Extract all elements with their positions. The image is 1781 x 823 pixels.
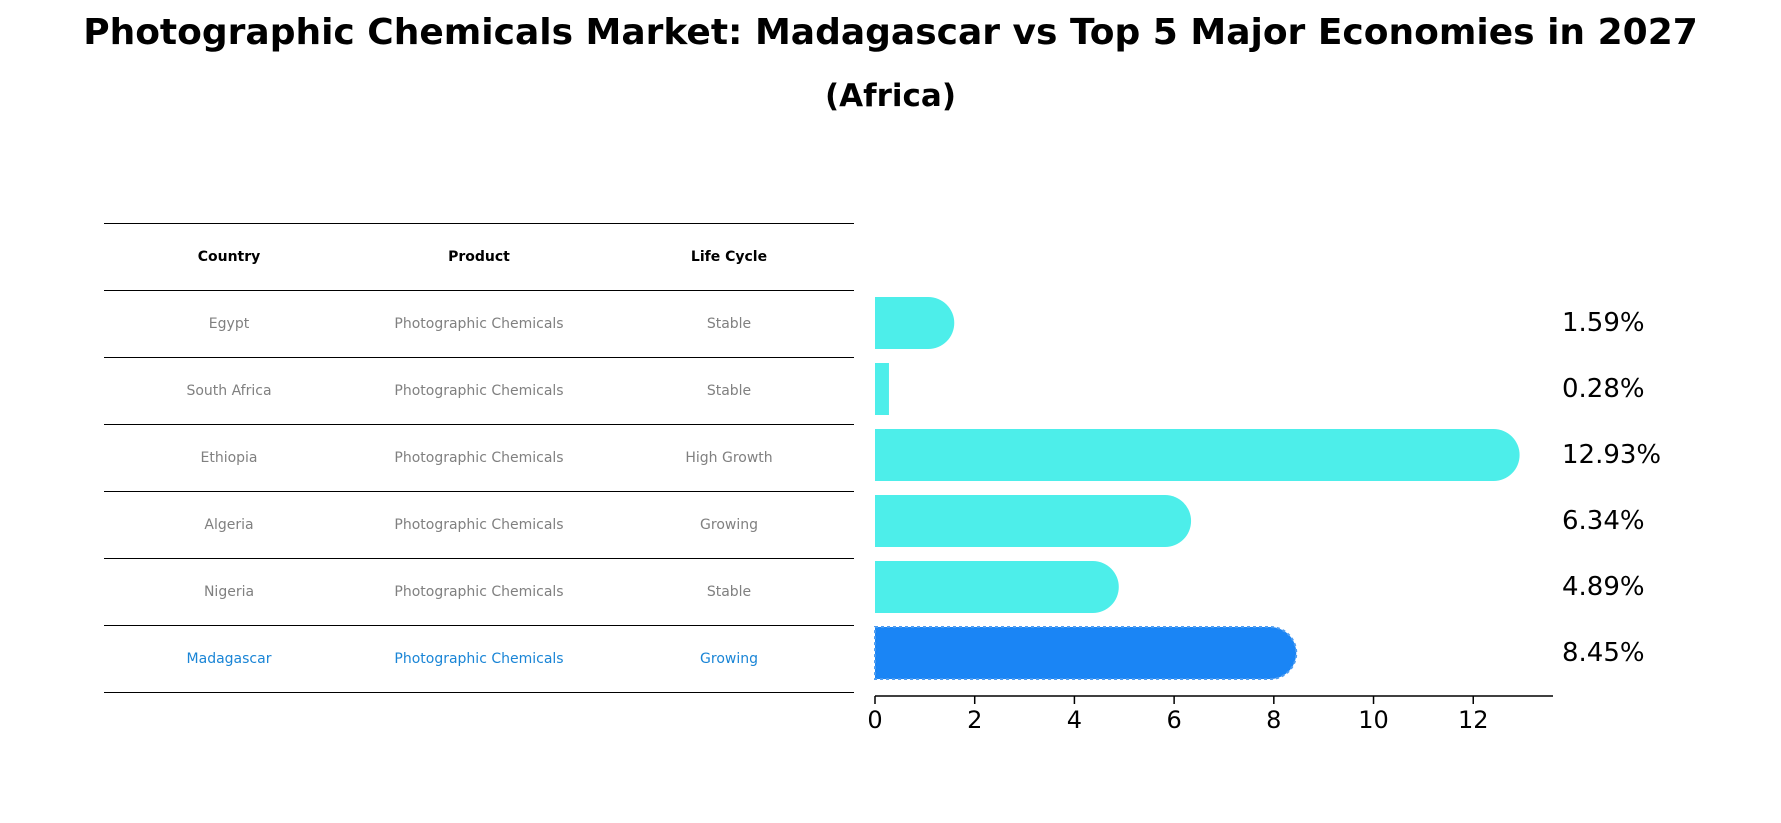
cell-life-cycle: High Growth bbox=[604, 424, 854, 492]
table-row: Egypt Photographic Chemicals Stable bbox=[104, 290, 854, 358]
cell-life-cycle: Stable bbox=[604, 558, 854, 626]
info-table: Country Product Life Cycle Egypt Photogr… bbox=[104, 223, 854, 693]
bar-south-africa bbox=[875, 363, 889, 415]
cell-country: Algeria bbox=[104, 491, 354, 559]
table-row: Algeria Photographic Chemicals Growing bbox=[104, 491, 854, 559]
x-tick-label-10: 10 bbox=[1358, 706, 1389, 734]
header-life-cycle: Life Cycle bbox=[604, 223, 854, 291]
value-label-algeria: 6.34% bbox=[1562, 506, 1645, 536]
cell-life-cycle: Stable bbox=[604, 290, 854, 358]
cell-product: Photographic Chemicals bbox=[354, 625, 604, 693]
cell-life-cycle: Stable bbox=[604, 357, 854, 425]
header-product: Product bbox=[354, 223, 604, 291]
cell-life-cycle: Growing bbox=[604, 491, 854, 559]
cell-country: Ethiopia bbox=[104, 424, 354, 492]
chart-title: Photographic Chemicals Market: Madagasca… bbox=[83, 12, 1698, 53]
cell-product: Photographic Chemicals bbox=[354, 424, 604, 492]
cell-product: Photographic Chemicals bbox=[354, 558, 604, 626]
bar-nigeria bbox=[875, 561, 1119, 613]
cell-country: Madagascar bbox=[104, 625, 354, 693]
table-row-highlight: Madagascar Photographic Chemicals Growin… bbox=[104, 625, 854, 693]
table-row: Nigeria Photographic Chemicals Stable bbox=[104, 558, 854, 626]
x-tick-label-12: 12 bbox=[1458, 706, 1489, 734]
x-tick-label-6: 6 bbox=[1166, 706, 1181, 734]
cell-country: Egypt bbox=[104, 290, 354, 358]
cell-country: South Africa bbox=[104, 357, 354, 425]
cell-country: Nigeria bbox=[104, 558, 354, 626]
x-tick-label-0: 0 bbox=[867, 706, 882, 734]
cell-life-cycle: Growing bbox=[604, 625, 854, 693]
value-label-madagascar: 8.45% bbox=[1562, 638, 1645, 668]
x-tick-label-4: 4 bbox=[1067, 706, 1082, 734]
table-header-row: Country Product Life Cycle bbox=[104, 223, 854, 291]
value-label-ethiopia: 12.93% bbox=[1562, 440, 1661, 470]
value-label-nigeria: 4.89% bbox=[1562, 572, 1645, 602]
bar-egypt bbox=[875, 297, 955, 349]
cell-product: Photographic Chemicals bbox=[354, 357, 604, 425]
x-tick-label-8: 8 bbox=[1266, 706, 1281, 734]
bar-ethiopia bbox=[875, 429, 1520, 481]
cell-product: Photographic Chemicals bbox=[354, 290, 604, 358]
value-label-egypt: 1.59% bbox=[1562, 308, 1645, 338]
bar-algeria bbox=[875, 495, 1192, 547]
bar-madagascar bbox=[874, 626, 1298, 680]
chart-subtitle: (Africa) bbox=[824, 78, 957, 114]
header-country: Country bbox=[104, 223, 354, 291]
cell-product: Photographic Chemicals bbox=[354, 491, 604, 559]
x-tick-label-2: 2 bbox=[967, 706, 982, 734]
table-row: South Africa Photographic Chemicals Stab… bbox=[104, 357, 854, 425]
value-label-south-africa: 0.28% bbox=[1562, 374, 1645, 404]
table-row: Ethiopia Photographic Chemicals High Gro… bbox=[104, 424, 854, 492]
